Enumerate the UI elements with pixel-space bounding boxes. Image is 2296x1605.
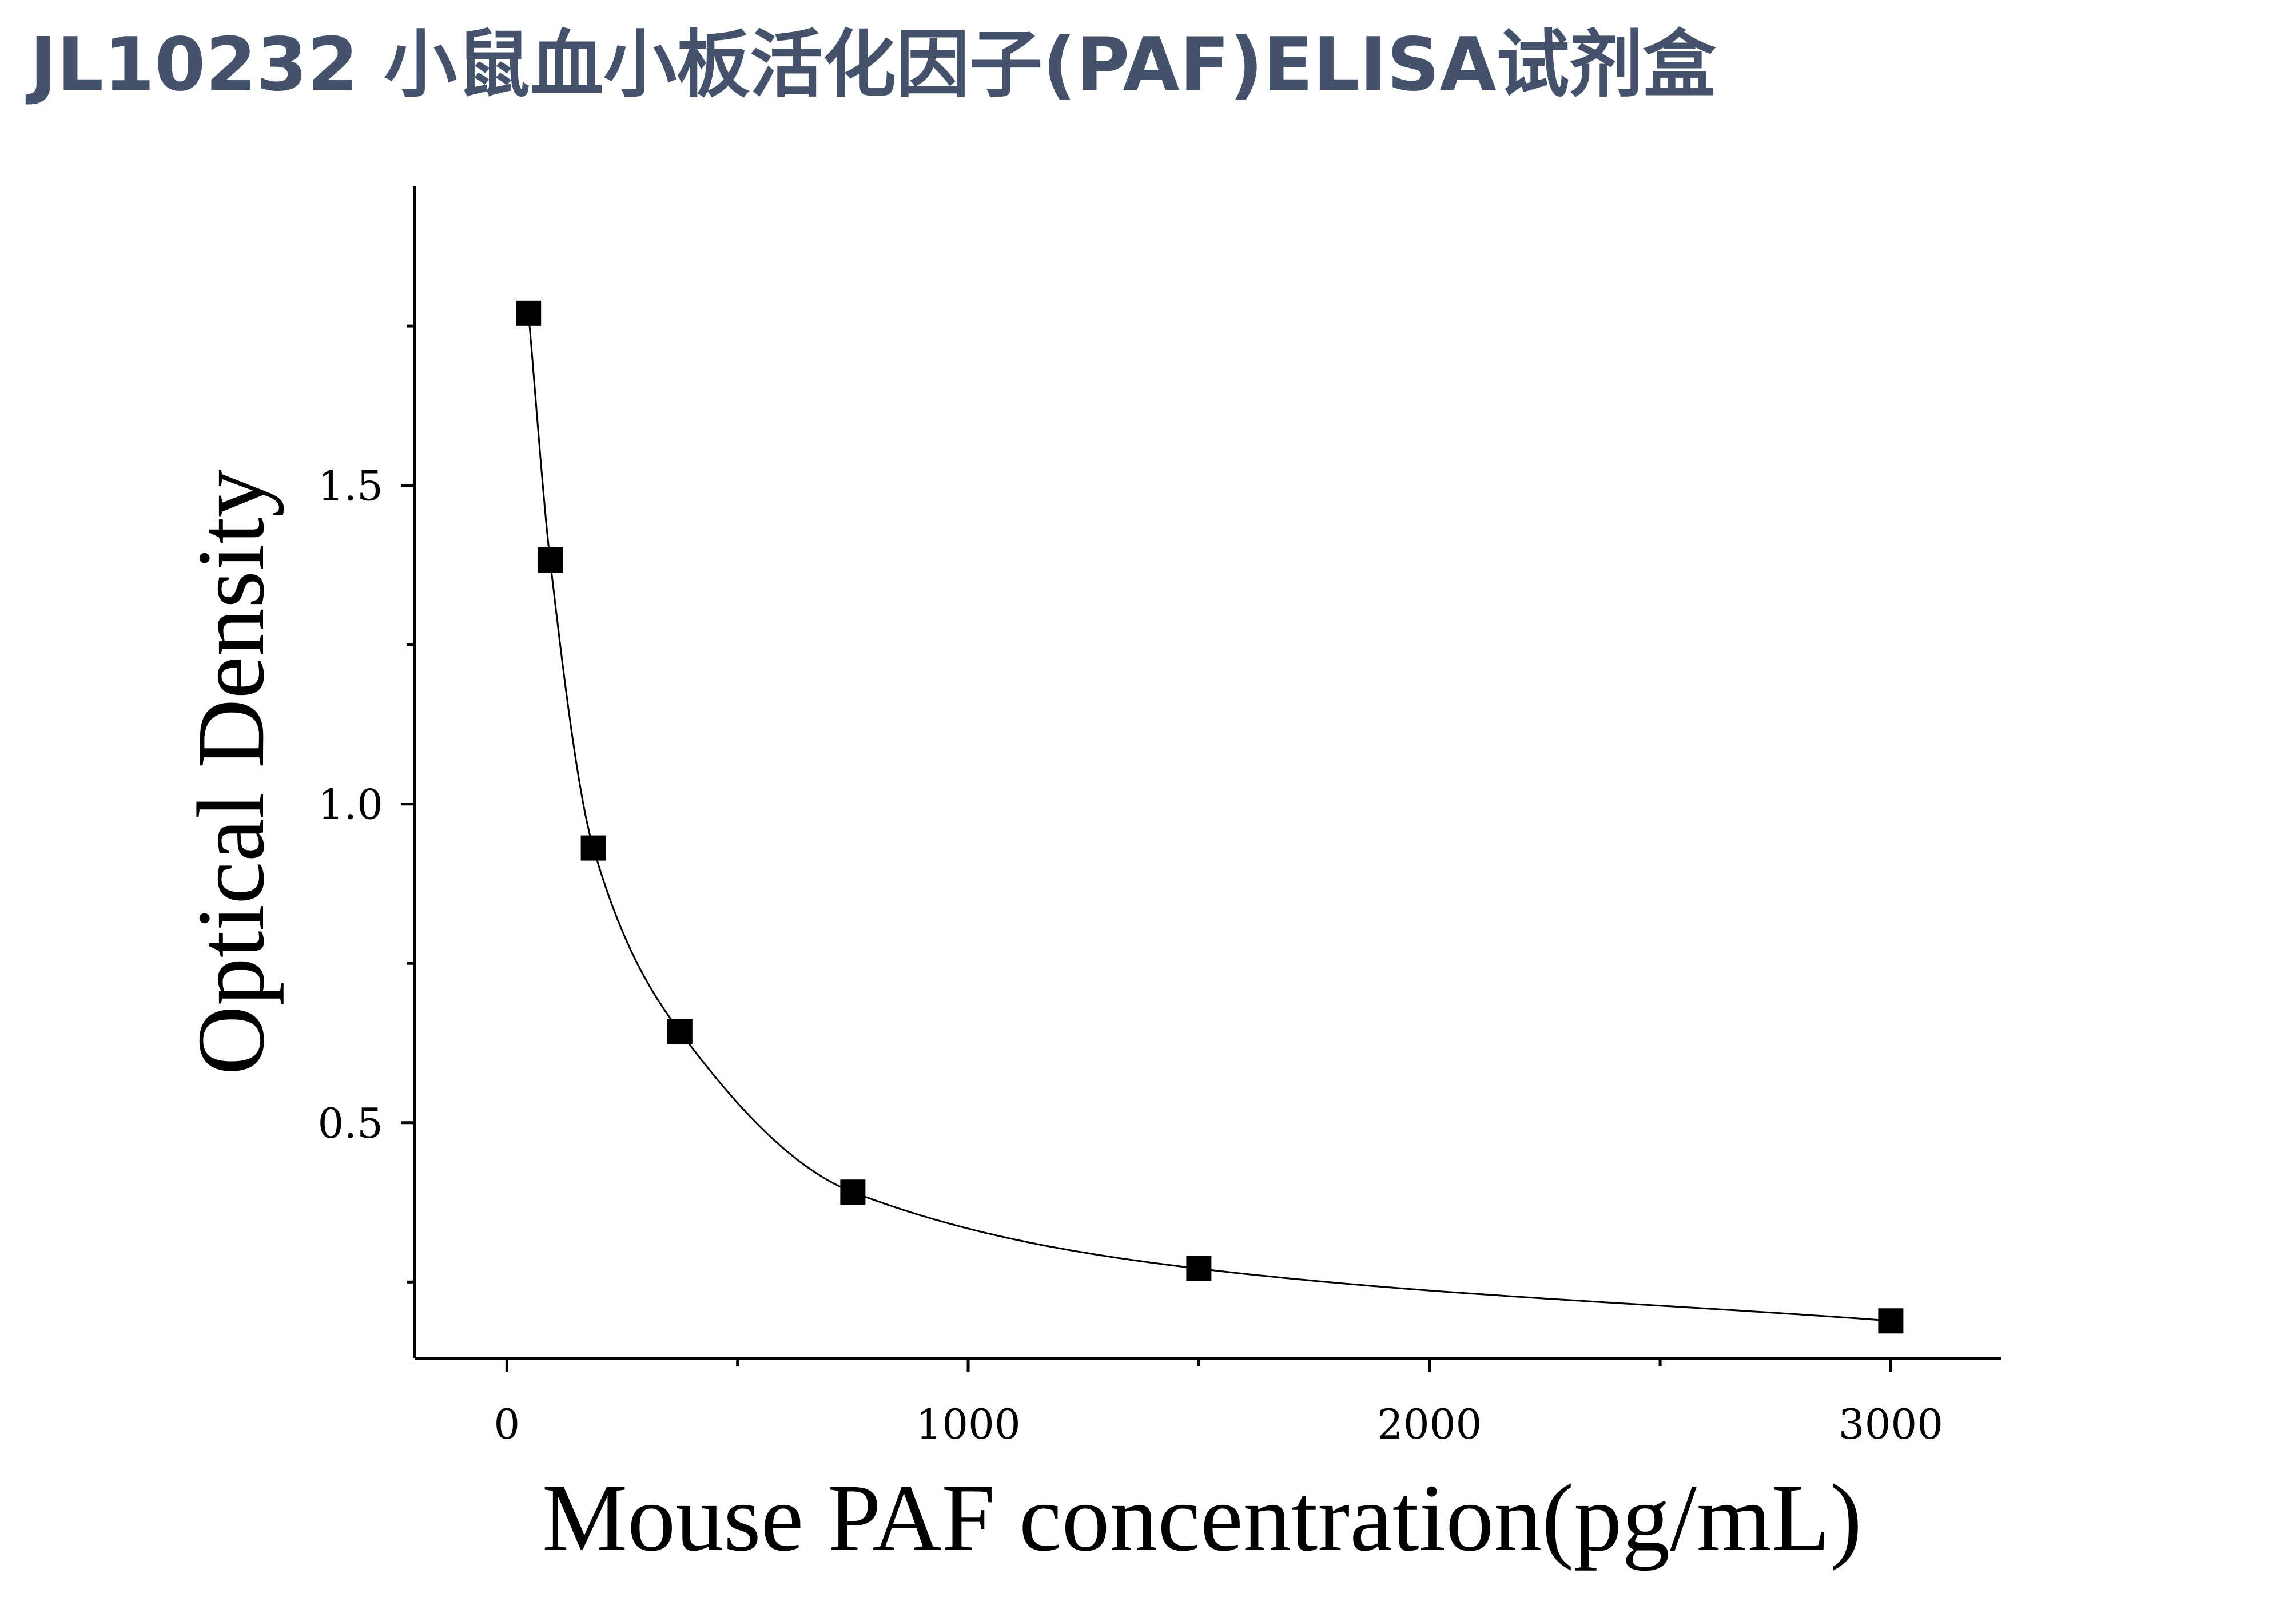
data-point bbox=[1878, 1308, 1904, 1334]
x-tick-label: 3000 bbox=[1839, 1400, 1943, 1448]
data-point bbox=[667, 1019, 693, 1044]
data-point bbox=[580, 835, 606, 861]
y-tick-label: 1.5 bbox=[317, 462, 383, 510]
x-tick-label: 2000 bbox=[1377, 1400, 1482, 1448]
y-axis-title: Optical Density bbox=[178, 469, 284, 1075]
y-tick-label: 1.0 bbox=[317, 781, 383, 829]
data-points-layer bbox=[516, 300, 1904, 1334]
x-tick-label: 0 bbox=[494, 1400, 520, 1448]
ticks-layer: 0 1000 2000 3000 0.5 1.0 1.5 bbox=[317, 324, 1943, 1448]
fit-curve-layer bbox=[527, 313, 1891, 1322]
y-tick-label: 0.5 bbox=[317, 1099, 383, 1147]
fit-curve bbox=[527, 313, 1891, 1322]
data-point bbox=[537, 547, 563, 573]
x-tick-label: 1000 bbox=[916, 1400, 1020, 1448]
data-point bbox=[1186, 1256, 1212, 1281]
page-title: JL10232 小鼠血小板活化因子(PAF)ELISA试剂盒 bbox=[30, 22, 1716, 108]
axes-layer bbox=[413, 186, 2001, 1360]
data-point bbox=[516, 300, 542, 326]
data-point bbox=[840, 1179, 866, 1205]
x-axis-title: Mouse PAF concentration(pg/mL) bbox=[542, 1465, 1862, 1571]
